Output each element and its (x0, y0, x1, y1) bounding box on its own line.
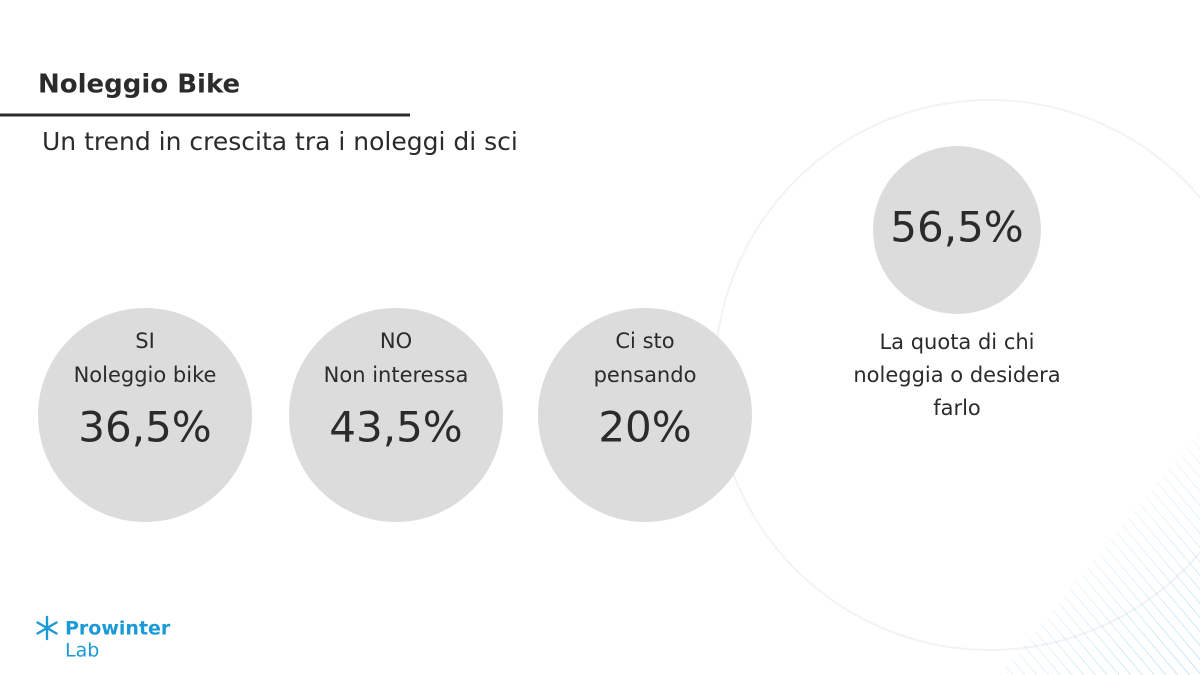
decor-hatch (1000, 430, 1200, 675)
stat-label: pensando (594, 363, 697, 387)
logo: Prowinter Lab (36, 615, 171, 662)
stat-circles: SI Noleggio bike 36,5% NO Non interessa 43,5%… (38, 308, 752, 522)
stat-circle (289, 308, 503, 522)
highlight-caption: La quota di chi noleggia o desidera farlo (853, 330, 1060, 420)
stat-value: 36,5% (78, 403, 211, 452)
stat-circle (538, 308, 752, 522)
caption-line: farlo (933, 396, 981, 420)
logo-icon (36, 615, 58, 641)
highlight-value: 56,5% (890, 203, 1023, 252)
stat-value: 20% (598, 403, 691, 452)
logo-text: Lab (65, 640, 99, 662)
stat-label: NO (380, 329, 412, 353)
stat-label: SI (135, 329, 155, 353)
highlight-circle (873, 146, 1041, 314)
stat-value: 43,5% (329, 403, 462, 452)
title: Noleggio Bike (38, 70, 240, 100)
subtitle: Un trend in crescita tra i noleggi di sc… (42, 127, 518, 156)
stat-label: Ci sto (615, 329, 674, 353)
logo-text: Prowinter (65, 618, 171, 640)
stat-circle (38, 308, 252, 522)
stat-label: Noleggio bike (74, 363, 217, 387)
stat-label: Non interessa (324, 363, 469, 387)
caption-line: La quota di chi (879, 330, 1034, 354)
caption-line: noleggia o desidera (853, 363, 1060, 387)
